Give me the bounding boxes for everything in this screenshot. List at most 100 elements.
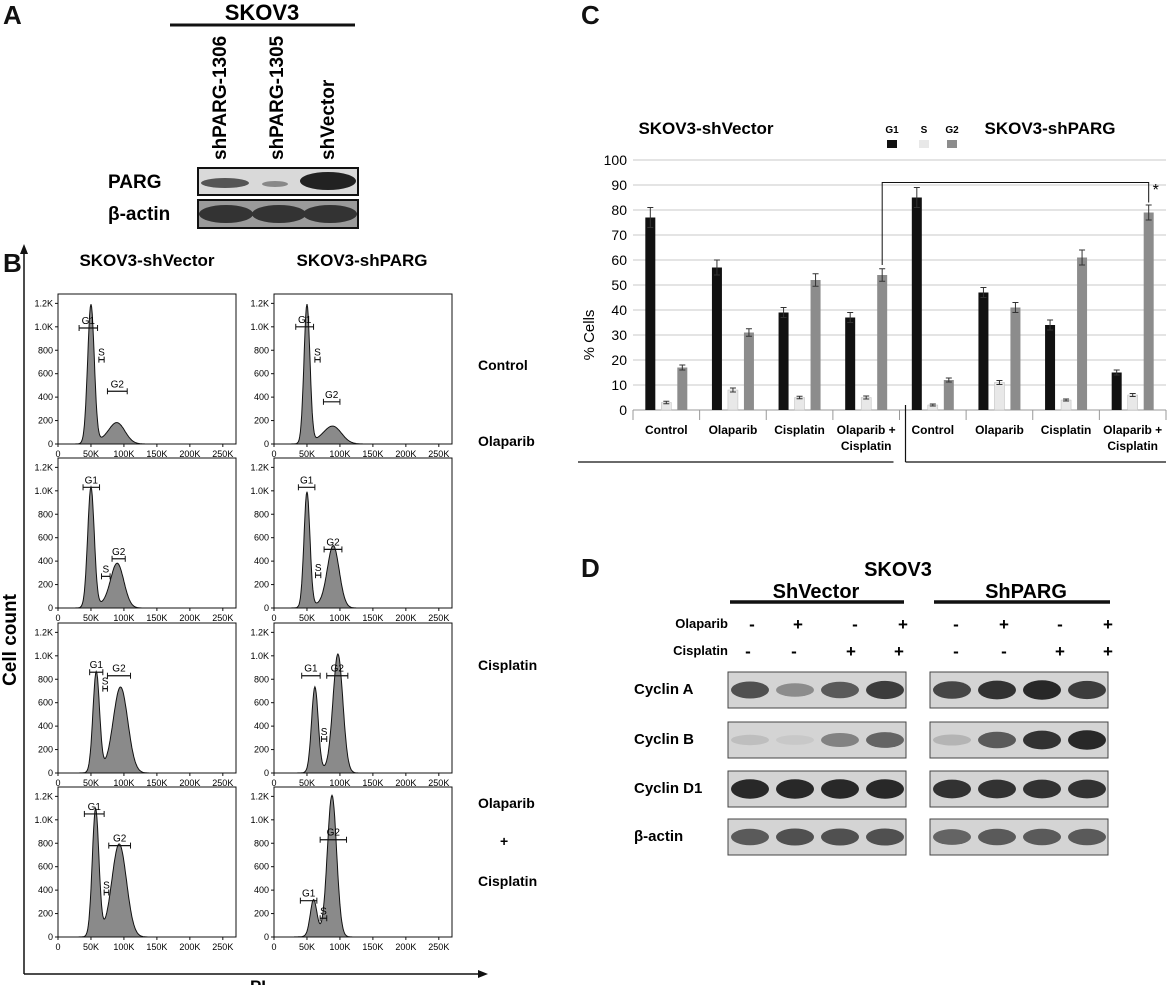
treatment-label: Cisplatin <box>673 643 728 658</box>
x-tick-label: 250K <box>212 449 233 459</box>
y-tick-label: 200 <box>38 745 53 755</box>
panel-c-bar-chart: SKOV3-shVector SKOV3-shPARG % Cells G1 S G… <box>578 119 1167 463</box>
lane-label: shPARG-1306 <box>210 36 231 160</box>
category-label: Olaparib <box>975 423 1024 437</box>
bar-g1 <box>645 217 656 410</box>
y-tick-label: 400 <box>254 392 269 402</box>
legend-label: G2 <box>945 125 959 136</box>
chart-title-left: SKOV3-shVector <box>638 119 773 138</box>
y-tick-label: 200 <box>38 909 53 919</box>
y-tick-label: 1.2K <box>34 462 53 472</box>
blot-band <box>866 732 904 748</box>
x-tick-label: 150K <box>362 942 383 952</box>
legend: G1 S G2 <box>885 125 959 148</box>
row-label: Olaparib <box>478 795 535 811</box>
y-tick-label: 600 <box>38 698 53 708</box>
y-tick-label: 800 <box>254 509 269 519</box>
category-label: Control <box>911 423 954 437</box>
y-tick-label: 80 <box>611 202 627 218</box>
y-tick-label: 1.2K <box>250 791 269 801</box>
legend-swatch <box>887 140 897 148</box>
blot-band <box>776 735 814 745</box>
x-tick-label: 150K <box>146 449 167 459</box>
histogram-curve <box>74 669 164 774</box>
blot-band <box>731 681 769 699</box>
y-tick-label: 90 <box>611 177 627 193</box>
x-tick-label: 150K <box>146 942 167 952</box>
panel-a-western-blot: SKOV3 shPARG-1306 shPARG-1305 shVector P… <box>108 0 359 229</box>
y-tick-label: 1.2K <box>34 791 53 801</box>
blot-band <box>978 828 1016 846</box>
y-tick-label: 600 <box>38 369 53 379</box>
y-tick-label: 200 <box>254 416 269 426</box>
y-tick-label: 200 <box>38 580 53 590</box>
y-tick-label: 30 <box>611 327 627 343</box>
bar-g2 <box>810 280 821 410</box>
y-tick-label: 800 <box>38 345 53 355</box>
x-tick-label: 0 <box>55 449 60 459</box>
histogram-curve <box>74 806 164 938</box>
blot-band <box>731 828 769 846</box>
x-tick-label: 0 <box>55 942 60 952</box>
treatment-sign: + <box>1103 642 1113 661</box>
row-label: Cisplatin <box>478 873 537 889</box>
y-tick-label: 800 <box>254 674 269 684</box>
gate-label: G2 <box>331 664 345 675</box>
gate-label: G1 <box>82 316 96 327</box>
blot-band <box>1023 779 1061 799</box>
gate-label: G1 <box>300 475 314 486</box>
y-axis-title: Cell count <box>0 593 21 686</box>
blot-band <box>866 779 904 799</box>
treatment-sign: + <box>846 642 856 661</box>
panel-c-letter: C <box>581 0 600 30</box>
y-tick-label: 400 <box>38 885 53 895</box>
histogram-plot: 0 200 400 600 800 1.0K 1.2K 0 50K 100K 150K 200K 250… <box>34 457 237 623</box>
gate-label: G2 <box>112 547 126 558</box>
x-tick-label: 50K <box>299 449 315 459</box>
plot-frame <box>273 622 453 774</box>
y-tick-label: 600 <box>38 533 53 543</box>
gate-label: S <box>102 677 109 688</box>
x-tick-label: 0 <box>55 778 60 788</box>
bar-s <box>1127 394 1138 411</box>
histogram-curve <box>290 653 380 774</box>
blot-label: Cyclin B <box>634 731 694 748</box>
x-tick-label: 50K <box>299 942 315 952</box>
y-tick-label: 1.0K <box>34 486 53 496</box>
blot-band <box>933 829 971 845</box>
blot-band <box>978 680 1016 700</box>
histogram-plot: 0 200 400 600 800 1.0K 1.2K 0 50K 100K 150K 200K 250… <box>34 622 237 788</box>
x-tick-label: 250K <box>428 449 449 459</box>
row-label: Cisplatin <box>478 657 537 673</box>
bar-g1 <box>845 317 856 410</box>
y-tick-label: 100 <box>604 152 628 168</box>
chart-title-right: SKOV3-shPARG <box>985 119 1116 138</box>
y-tick-label: 1.0K <box>34 815 53 825</box>
plot-frame <box>57 786 237 938</box>
x-tick-label: 150K <box>362 449 383 459</box>
y-tick-label: 200 <box>38 416 53 426</box>
y-tick-label: 50 <box>611 277 627 293</box>
x-tick-label: 150K <box>146 778 167 788</box>
row-label: Olaparib <box>478 433 535 449</box>
blot-band <box>1068 828 1106 846</box>
significance-star: * <box>1153 182 1159 199</box>
treatment-sign: + <box>1103 615 1113 634</box>
parg-band <box>201 178 249 188</box>
category-label: Olaparib + <box>837 423 896 437</box>
gate-label: S <box>103 880 110 891</box>
x-tick-label: 0 <box>55 613 60 623</box>
legend-label: G1 <box>885 125 899 136</box>
category-label: Control <box>645 423 688 437</box>
blot-label-actin: β-actin <box>108 204 170 225</box>
x-tick-label: 0 <box>271 613 276 623</box>
bar-g2 <box>1143 212 1154 410</box>
blot-band <box>1023 828 1061 846</box>
panel-a-title: SKOV3 <box>225 0 300 25</box>
blot-band <box>821 779 859 799</box>
blot-band <box>978 779 1016 799</box>
bar-g2 <box>1077 257 1088 410</box>
x-tick-label: 250K <box>212 942 233 952</box>
y-tick-label: 800 <box>38 838 53 848</box>
x-tick-label: 50K <box>83 942 99 952</box>
